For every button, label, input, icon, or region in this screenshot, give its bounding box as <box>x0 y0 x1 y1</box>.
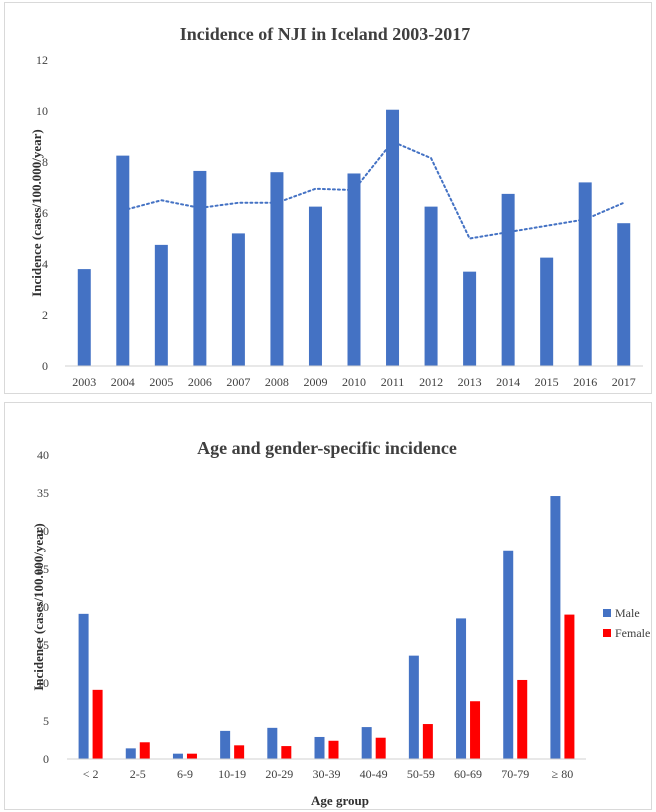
bar <box>579 182 592 366</box>
female-bar <box>93 690 103 759</box>
x-tick-label: 2011 <box>381 375 405 389</box>
x-tick-label: 2003 <box>72 375 96 389</box>
x-tick-label: 2006 <box>188 375 212 389</box>
y-tick-label: 6 <box>42 206 48 220</box>
y-tick-label: 5 <box>43 714 49 728</box>
male-bar <box>220 731 230 759</box>
bar <box>232 233 245 366</box>
x-tick-label: 2012 <box>419 375 443 389</box>
legend-label-male: Male <box>615 606 640 620</box>
male-bar <box>173 754 183 759</box>
age-gender-chart: Age and gender-specific incidenceInciden… <box>5 403 653 811</box>
x-tick-label: 2007 <box>226 375 250 389</box>
female-bar <box>517 680 527 759</box>
y-tick-label: 0 <box>43 752 49 766</box>
y-tick-label: 25 <box>37 562 49 576</box>
x-tick-label: 2009 <box>303 375 327 389</box>
y-tick-label: 4 <box>42 257 48 271</box>
x-tick-label: 2014 <box>496 375 520 389</box>
y-tick-label: 35 <box>37 486 49 500</box>
x-tick-label: 60-69 <box>454 767 482 781</box>
bar <box>502 194 515 366</box>
female-bar <box>234 745 244 759</box>
y-tick-label: 30 <box>37 524 49 538</box>
x-tick-label: 40-49 <box>360 767 388 781</box>
chart-panel-incidence-by-year: Incidence of NJI in Iceland 2003-2017 Inc… <box>4 2 652 394</box>
bar <box>348 173 361 366</box>
female-bar <box>376 738 386 759</box>
x-tick-label: 2010 <box>342 375 366 389</box>
x-tick-label: 2-5 <box>130 767 146 781</box>
y-tick-label: 12 <box>36 53 48 67</box>
x-tick-label: 6-9 <box>177 767 193 781</box>
female-bar <box>329 741 339 759</box>
x-axis-label: Age group <box>311 793 369 808</box>
incidence-by-year-chart: Incidence of NJI in Iceland 2003-2017Inc… <box>5 3 653 395</box>
female-bar <box>423 724 433 759</box>
male-bar <box>550 496 560 759</box>
y-tick-label: 0 <box>42 359 48 373</box>
y-tick-label: 10 <box>36 104 48 118</box>
female-bar <box>187 754 197 759</box>
x-tick-label: < 2 <box>83 767 99 781</box>
female-bar <box>470 701 480 759</box>
male-bar <box>267 728 277 759</box>
bar <box>309 207 322 366</box>
bar <box>540 258 553 366</box>
x-tick-label: 2005 <box>149 375 173 389</box>
x-tick-label: 2015 <box>535 375 559 389</box>
x-tick-label: 2017 <box>612 375 636 389</box>
male-bar <box>362 727 372 759</box>
x-tick-label: ≥ 80 <box>552 767 574 781</box>
male-bar <box>456 618 466 759</box>
male-bar <box>315 737 325 759</box>
x-tick-label: 2013 <box>458 375 482 389</box>
x-tick-label: 50-59 <box>407 767 435 781</box>
x-tick-label: 30-39 <box>313 767 341 781</box>
x-tick-label: 2016 <box>573 375 597 389</box>
x-tick-label: 70-79 <box>501 767 529 781</box>
bar <box>425 207 438 366</box>
female-bar <box>281 746 291 759</box>
y-tick-label: 40 <box>37 448 49 462</box>
male-bar <box>503 551 513 759</box>
chart-panel-age-gender: Age and gender-specific incidence Inciden… <box>4 402 652 810</box>
x-tick-label: 20-29 <box>265 767 293 781</box>
bar <box>617 223 630 366</box>
female-bar <box>564 615 574 759</box>
legend-swatch-female <box>603 629 611 637</box>
male-bar <box>126 748 136 759</box>
bar <box>463 272 476 366</box>
y-tick-label: 2 <box>42 308 48 322</box>
chart-title: Age and gender-specific incidence <box>197 438 457 458</box>
y-tick-label: 8 <box>42 155 48 169</box>
female-bar <box>140 742 150 759</box>
x-tick-label: 10-19 <box>218 767 246 781</box>
bar <box>116 156 129 366</box>
x-tick-label: 2008 <box>265 375 289 389</box>
y-tick-label: 20 <box>37 600 49 614</box>
male-bar <box>409 656 419 759</box>
y-tick-label: 10 <box>37 676 49 690</box>
y-tick-label: 15 <box>37 638 49 652</box>
male-bar <box>79 614 89 759</box>
legend-swatch-male <box>603 609 611 617</box>
legend-label-female: Female <box>615 626 650 640</box>
bar <box>155 245 168 366</box>
chart-title: Incidence of NJI in Iceland 2003-2017 <box>180 24 471 44</box>
bar <box>78 269 91 366</box>
x-tick-label: 2004 <box>111 375 135 389</box>
bar <box>193 171 206 366</box>
